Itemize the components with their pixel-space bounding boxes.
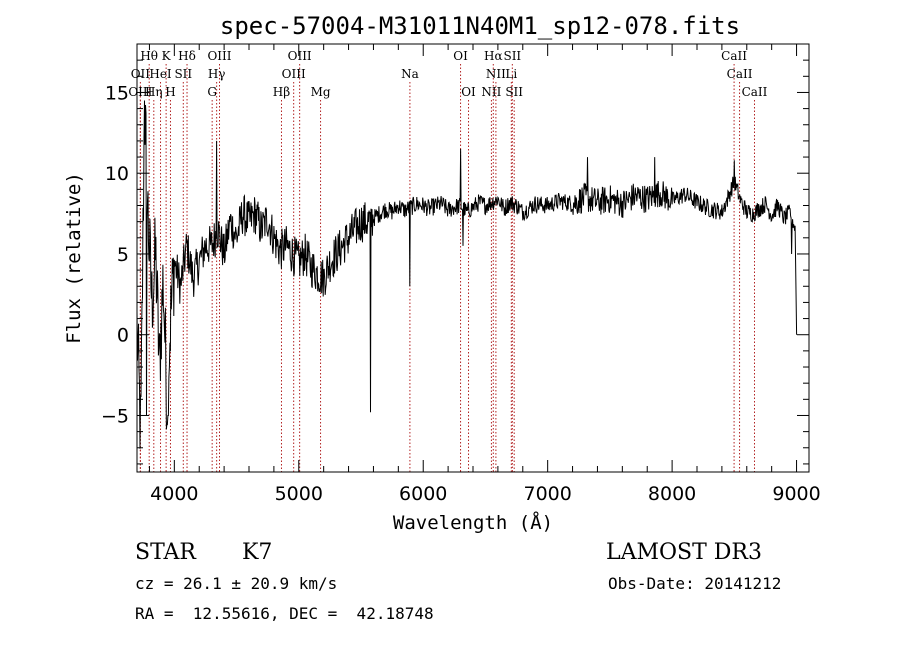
line-label-14: Na	[401, 67, 419, 81]
line-label-19: Hη	[145, 85, 163, 99]
line-label-16: Li	[505, 67, 517, 81]
y-tick-label-1: 0	[117, 325, 129, 347]
chart-title: spec-57004-M31011N40M1_sp12-078.fits	[220, 12, 740, 40]
redshift-cz: cz = 26.1 ± 20.9 km/s	[135, 574, 338, 593]
x-tick-label-5: 9000	[772, 483, 820, 505]
y-tick-label-2: 5	[117, 244, 129, 266]
y-tick-label-3: 10	[105, 163, 129, 185]
y-tick-label-4: 15	[105, 82, 129, 104]
line-label-10: HeI	[149, 67, 172, 81]
line-label-1: K	[162, 49, 172, 63]
line-label-13: OIII	[282, 67, 306, 81]
line-label-9: OII	[131, 67, 151, 81]
x-tick-label-4: 8000	[648, 483, 696, 505]
line-label-26: SII	[505, 85, 523, 99]
line-label-5: OI	[453, 49, 468, 63]
spectral-line-markers	[139, 64, 755, 472]
line-label-22: Hβ	[273, 85, 290, 99]
line-label-6: Hα	[484, 49, 503, 63]
x-axis-label: Wavelength (Å)	[393, 511, 553, 534]
line-label-23: Mg	[311, 85, 331, 99]
y-axis-ticks: −5 0 5 10 15	[101, 59, 809, 465]
spectrum-series	[136, 100, 798, 449]
line-label-17: CaII	[727, 67, 753, 81]
object-subclass: K7	[242, 540, 273, 565]
line-label-4: OIII	[288, 49, 312, 63]
x-tick-label-0: 4000	[150, 483, 198, 505]
line-label-8: CaII	[721, 49, 747, 63]
line-label-11: SII	[174, 67, 192, 81]
y-axis-label: Flux (relative)	[63, 172, 85, 344]
y-tick-label-0: −5	[101, 405, 129, 427]
line-label-2: Hδ	[178, 49, 196, 63]
object-class: STAR	[135, 540, 196, 565]
line-label-25: NII	[481, 85, 501, 99]
line-label-20: H	[165, 85, 175, 99]
x-axis-ticks: 4000 5000 6000 7000 8000 9000	[148, 44, 821, 505]
x-tick-label-1: 5000	[275, 483, 323, 505]
line-label-0: Hθ	[140, 49, 158, 63]
observation-date: Obs-Date: 20141212	[608, 574, 782, 593]
plot-frame	[136, 43, 810, 473]
x-tick-label-2: 6000	[399, 483, 447, 505]
x-tick-label-3: 7000	[523, 483, 571, 505]
line-label-7: SII	[503, 49, 521, 63]
line-label-12: Hγ	[208, 67, 226, 81]
line-label-24: OI	[461, 85, 476, 99]
ra-dec-coordinates: RA = 12.55616, DEC = 42.18748	[135, 604, 434, 623]
survey-name: LAMOST DR3	[606, 540, 762, 565]
line-label-27: CaII	[742, 85, 768, 99]
line-label-21: G	[207, 85, 217, 99]
line-label-3: OIII	[207, 49, 231, 63]
line-label-15: NII	[486, 67, 506, 81]
